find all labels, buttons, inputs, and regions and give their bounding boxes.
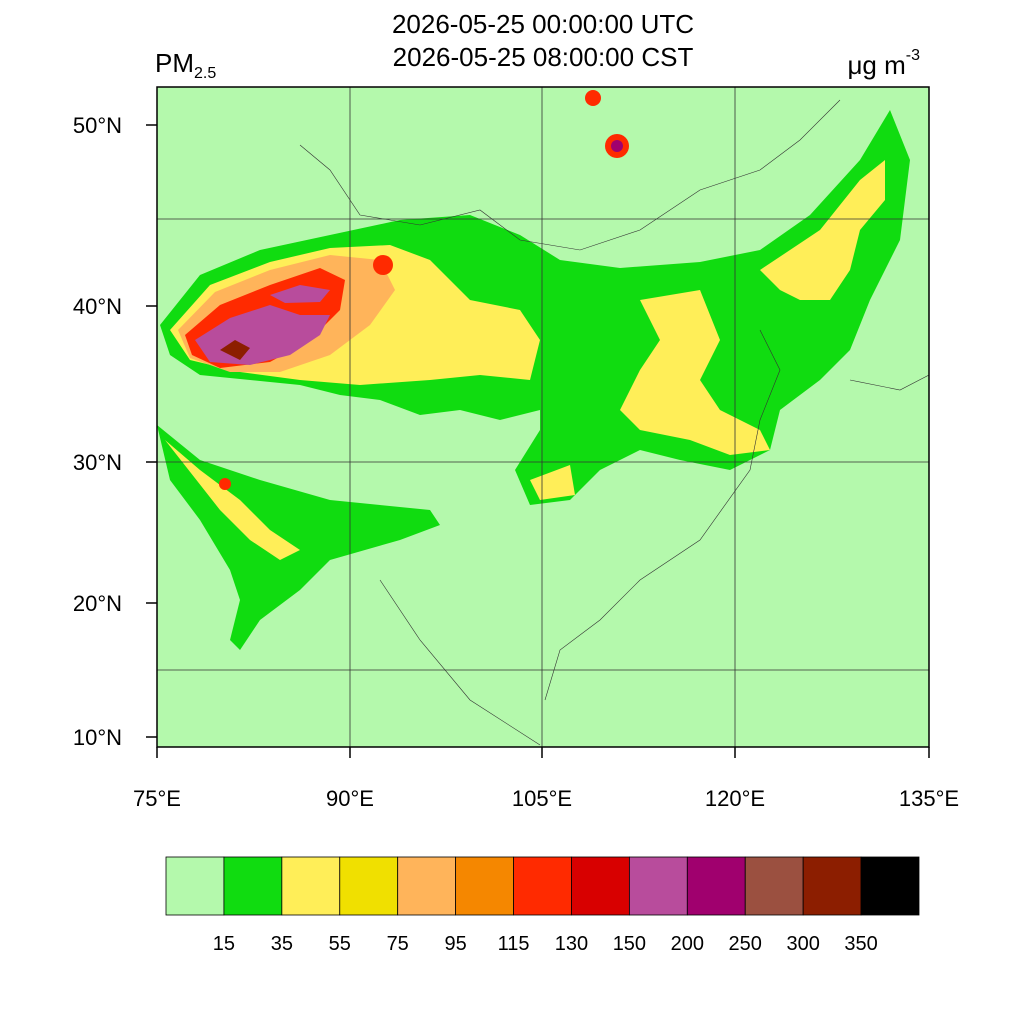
variable-label: PM2.5 bbox=[155, 48, 216, 82]
map-area bbox=[157, 87, 929, 747]
colorbar-box bbox=[628, 856, 688, 916]
lat-label: 40°N bbox=[73, 294, 122, 319]
title-line: 2026-05-25 00:00:00 UTC bbox=[392, 9, 694, 39]
colorbar-box bbox=[397, 856, 457, 916]
colorbar-box bbox=[686, 856, 746, 916]
axes: 50°N 40°N 30°N 20°N 10°N 75°E 90°E 105°E 120°E 13… bbox=[73, 113, 959, 811]
colorbar-box bbox=[455, 856, 514, 916]
colorbar-box bbox=[744, 856, 804, 916]
colorbar-label: 150 bbox=[613, 933, 646, 955]
lon-label: 120°E bbox=[705, 786, 765, 811]
lat-label: 50°N bbox=[73, 113, 122, 138]
colorbar-label: 200 bbox=[671, 933, 704, 955]
colorbar-box bbox=[339, 856, 399, 916]
lon-label: 90°E bbox=[326, 786, 374, 811]
colorbar-label: 35 bbox=[271, 933, 293, 955]
colorbar-label: 350 bbox=[844, 933, 877, 955]
colorbar-label: 15 bbox=[213, 933, 235, 955]
colorbar: 15 35 55 75 95 115 130 150 200 250 300 350 bbox=[165, 856, 920, 955]
colorbar-box bbox=[571, 856, 630, 916]
colorbar-box bbox=[513, 856, 572, 916]
colorbar-box bbox=[860, 856, 920, 916]
units: μg m bbox=[847, 50, 905, 80]
variable: PM bbox=[155, 48, 194, 78]
colorbar-label: 130 bbox=[555, 933, 588, 955]
colorbar-label: 115 bbox=[498, 933, 530, 955]
colorbar-label: 55 bbox=[329, 933, 351, 955]
map-frame bbox=[156, 86, 930, 748]
colorbar-box bbox=[165, 856, 225, 916]
colorbar-label: 95 bbox=[444, 933, 466, 955]
lon-label: 75°E bbox=[133, 786, 181, 811]
colorbar-box bbox=[802, 856, 862, 916]
lat-label: 20°N bbox=[73, 591, 122, 616]
units-label: μg m-3 bbox=[847, 47, 920, 80]
variable-sub: 2.5 bbox=[194, 65, 216, 82]
lat-label: 30°N bbox=[73, 450, 122, 475]
colorbar-box bbox=[281, 856, 341, 916]
units-sup: -3 bbox=[906, 47, 920, 64]
title-line: 2026-05-25 08:00:00 CST bbox=[393, 42, 694, 72]
colorbar-label: 300 bbox=[786, 933, 819, 955]
colorbar-box bbox=[223, 856, 283, 916]
lon-label: 135°E bbox=[899, 786, 959, 811]
colorbar-label: 250 bbox=[729, 933, 762, 955]
colorbar-label: 75 bbox=[387, 933, 409, 955]
lon-label: 105°E bbox=[512, 786, 572, 811]
lat-label: 10°N bbox=[73, 725, 122, 750]
